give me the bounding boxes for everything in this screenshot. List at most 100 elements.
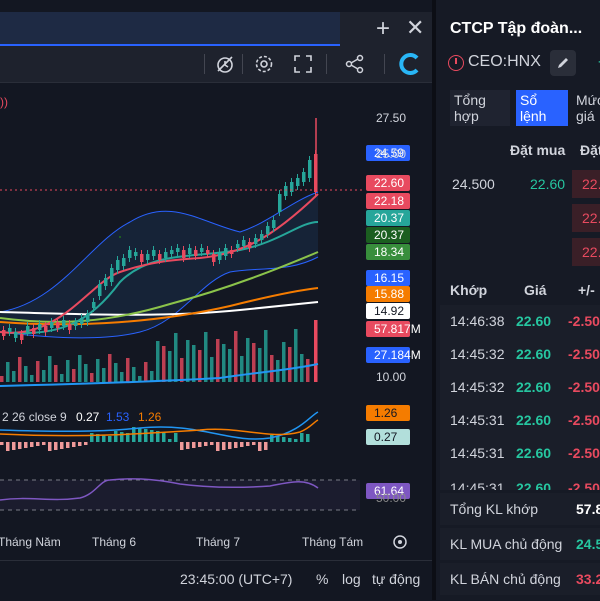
candle-body — [188, 248, 192, 254]
candle-body — [272, 220, 276, 228]
candle-body — [296, 178, 300, 186]
ticker-row: CEO:HNX -2 — [446, 50, 600, 76]
price-chart[interactable]: 24.59 22.60 22.18 20.37 20.37 18.34 16.15 15.88… — [0, 82, 432, 560]
summary-value: 57.8 — [576, 501, 600, 517]
volume-bar — [222, 344, 226, 382]
price-tag-bg — [366, 303, 410, 319]
macd-panel — [0, 411, 319, 451]
candle-body — [212, 254, 216, 262]
candle-body — [122, 258, 126, 266]
volume-bar — [168, 351, 172, 382]
ma-teal — [0, 221, 319, 335]
candle-body — [68, 324, 72, 330]
macd-histogram-bar — [24, 442, 28, 448]
candle-body — [284, 186, 288, 196]
candle-body — [80, 318, 84, 324]
macd-histogram-bar — [258, 442, 262, 451]
candle-body — [218, 252, 222, 260]
auto-toggle[interactable]: tự động — [372, 571, 421, 587]
volume-bar — [156, 341, 160, 382]
tab-label: giá — [576, 108, 595, 124]
rsi-tag: 61.64 — [374, 484, 404, 498]
fullscreen-icon[interactable] — [292, 53, 314, 75]
macd-histogram-bar — [192, 442, 196, 448]
settings-gear-icon[interactable] — [393, 535, 407, 549]
time-label: Tháng 7 — [196, 535, 240, 549]
tab-order-book[interactable]: Sổ lệnh — [516, 90, 568, 126]
volume-bar — [288, 347, 292, 382]
volume-bar — [114, 363, 118, 382]
time-label: Tháng Tám — [302, 535, 363, 549]
alert-clock-icon[interactable] — [214, 53, 236, 75]
chart-tab-active[interactable] — [0, 12, 340, 46]
pencil-icon — [558, 58, 568, 68]
macd-histogram-bar — [18, 442, 22, 449]
tab-label: Sổ — [520, 92, 538, 108]
timezone-clock[interactable]: 23:45:00 (UTC+7) — [180, 571, 293, 587]
macd-histogram-bar — [36, 442, 40, 446]
price-tag-bg — [366, 145, 410, 161]
close-icon[interactable]: ✕ — [406, 15, 425, 40]
macd-histogram-bar — [48, 442, 52, 451]
trade-change: -2.50 — [568, 412, 600, 428]
brand-logo-icon[interactable] — [398, 52, 422, 76]
macd-histogram-bar — [270, 435, 274, 442]
price-tag-bg — [366, 193, 410, 209]
trade-price: 22.60 — [516, 480, 552, 490]
macd-histogram-bar — [282, 437, 286, 442]
candle-body — [158, 254, 162, 260]
candle-body — [254, 238, 258, 244]
volume-bar — [42, 370, 46, 382]
trade-change: -2.50 — [568, 480, 600, 490]
volume-bar — [84, 364, 88, 382]
gear-icon[interactable] — [253, 53, 275, 75]
macd-histogram-bar — [228, 442, 232, 449]
axis-label: 10.00 — [376, 370, 406, 384]
volume-bar — [48, 356, 52, 382]
candle-body — [278, 194, 282, 212]
ask-depth-bar — [572, 204, 600, 232]
volume-bar — [282, 342, 286, 382]
trade-time: 14:45:31 — [450, 445, 505, 461]
macd-histogram-bar — [174, 433, 178, 442]
trade-time: 14:45:31 — [450, 412, 505, 428]
match-price-header: Giá — [524, 282, 547, 298]
chart-bottom-bar: 23:45:00 (UTC+7) % log tự động — [0, 560, 432, 601]
macd-histogram-bar — [90, 433, 94, 442]
volume-bar — [198, 350, 202, 382]
add-tab-icon[interactable]: + — [376, 15, 391, 42]
log-toggle[interactable]: log — [342, 571, 361, 587]
tab-summary[interactable]: Tổng hợp — [450, 90, 510, 126]
tab-price-level[interactable]: Mức giá — [572, 90, 600, 126]
macd-histogram-bar — [198, 442, 202, 447]
macd-value-signal: 1.26 — [138, 410, 162, 424]
trade-time: 14:45:31 — [450, 480, 505, 490]
volume-bar — [228, 349, 232, 382]
volume-bar — [246, 338, 250, 382]
volume-bar — [216, 339, 220, 382]
ticker-symbol[interactable]: CEO:HNX — [468, 53, 541, 70]
candle-body — [248, 242, 252, 248]
ask-price: 22.9 — [582, 244, 600, 260]
macd-histogram-bar — [288, 438, 292, 442]
volume-bar — [192, 345, 196, 382]
trade-price: 22.60 — [516, 313, 552, 329]
macd-histogram-bar — [144, 429, 148, 442]
rsi-line — [0, 478, 319, 501]
macd-histogram-bar — [300, 433, 304, 442]
trade-row: 14:45:32 22.60 -2.50 — [440, 338, 600, 371]
trade-price: 22.60 — [516, 379, 552, 395]
share-icon[interactable] — [344, 53, 366, 75]
summary-label: KL BÁN chủ động — [450, 571, 561, 587]
candlesticks — [2, 118, 318, 344]
time-label: Tháng 6 — [92, 535, 136, 549]
macd-tag-bg — [366, 405, 410, 421]
percent-toggle[interactable]: % — [316, 571, 329, 587]
volume-bar — [30, 375, 34, 382]
macd-histogram-bar — [240, 442, 244, 447]
price-tag: 22.60 — [374, 176, 404, 190]
edit-button[interactable] — [550, 50, 576, 76]
macd-value-line: 1.53 — [106, 410, 130, 424]
macd-histogram-bar — [54, 442, 58, 450]
trade-price: 22.60 — [516, 346, 552, 362]
